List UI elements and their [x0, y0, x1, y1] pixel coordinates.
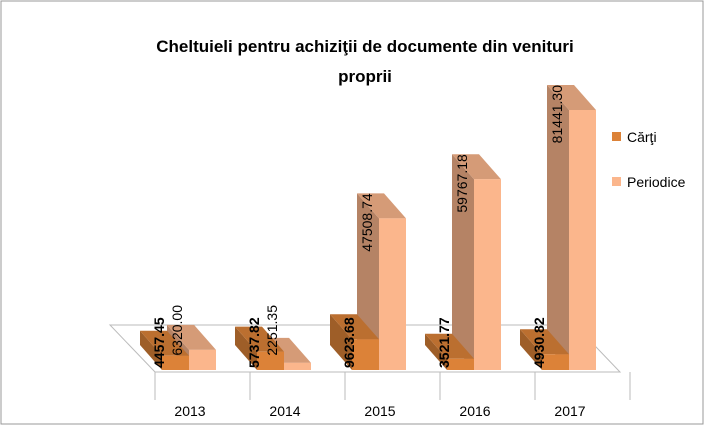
- x-tick-label: 2017: [554, 403, 585, 419]
- chart-title: Cheltuieli pentru achiziţii de documente…: [156, 37, 574, 86]
- bar-front: [257, 351, 284, 370]
- bar-side: [452, 154, 474, 370]
- bar-side: [425, 333, 447, 370]
- bar-front: [474, 179, 501, 370]
- value-label: 59767.18: [454, 154, 470, 213]
- legend-label: Periodice: [627, 174, 686, 190]
- bar-top: [235, 326, 284, 352]
- bar-side: [140, 330, 162, 370]
- bar-front: [542, 354, 569, 370]
- bar: [425, 333, 474, 370]
- bar-top: [140, 330, 189, 356]
- value-label: 3521.77: [436, 317, 452, 368]
- bar: [452, 154, 501, 370]
- title-line: Cheltuieli pentru achiziţii de documente…: [156, 37, 574, 56]
- legend-label: Cărţi: [627, 129, 657, 145]
- bar-top: [547, 85, 596, 110]
- value-label: 9623.68: [341, 317, 357, 368]
- legend-swatch: [612, 132, 621, 141]
- bar: [330, 314, 379, 370]
- bar-top: [452, 154, 501, 180]
- value-label: 47508.74: [359, 193, 375, 252]
- bar: [235, 326, 284, 370]
- bar-front: [162, 355, 189, 370]
- value-label: 5737.82: [246, 317, 262, 368]
- title-line: proprii: [338, 67, 392, 86]
- bar-front: [352, 339, 379, 370]
- bar-top: [357, 193, 406, 219]
- bar-side: [330, 314, 352, 370]
- bar-top: [330, 314, 379, 340]
- bar-front: [284, 362, 311, 370]
- x-tick-label: 2013: [174, 403, 205, 419]
- bar-side: [520, 329, 542, 370]
- value-label: 4457.45: [151, 317, 167, 368]
- bar: [547, 85, 596, 370]
- bar: [520, 329, 569, 370]
- bar-front: [569, 110, 596, 370]
- bar-top: [167, 324, 216, 350]
- bar: [140, 330, 189, 370]
- x-tick-label: 2014: [269, 403, 300, 419]
- bar-front: [447, 358, 474, 370]
- x-tick-label: 2016: [459, 403, 490, 419]
- bar-front: [379, 218, 406, 370]
- bar-side: [547, 85, 569, 370]
- bar-top: [520, 329, 569, 355]
- bar-top: [425, 333, 474, 359]
- value-label: 4930.82: [531, 317, 547, 368]
- value-label: 6320.00: [169, 305, 185, 356]
- bar-front: [189, 349, 216, 370]
- legend-swatch: [612, 177, 621, 186]
- bar-side: [235, 326, 257, 370]
- value-label: 2251.35: [264, 305, 280, 356]
- value-label: 81441.30: [549, 85, 565, 144]
- plot: [140, 85, 596, 370]
- x-tick-label: 2015: [364, 403, 395, 419]
